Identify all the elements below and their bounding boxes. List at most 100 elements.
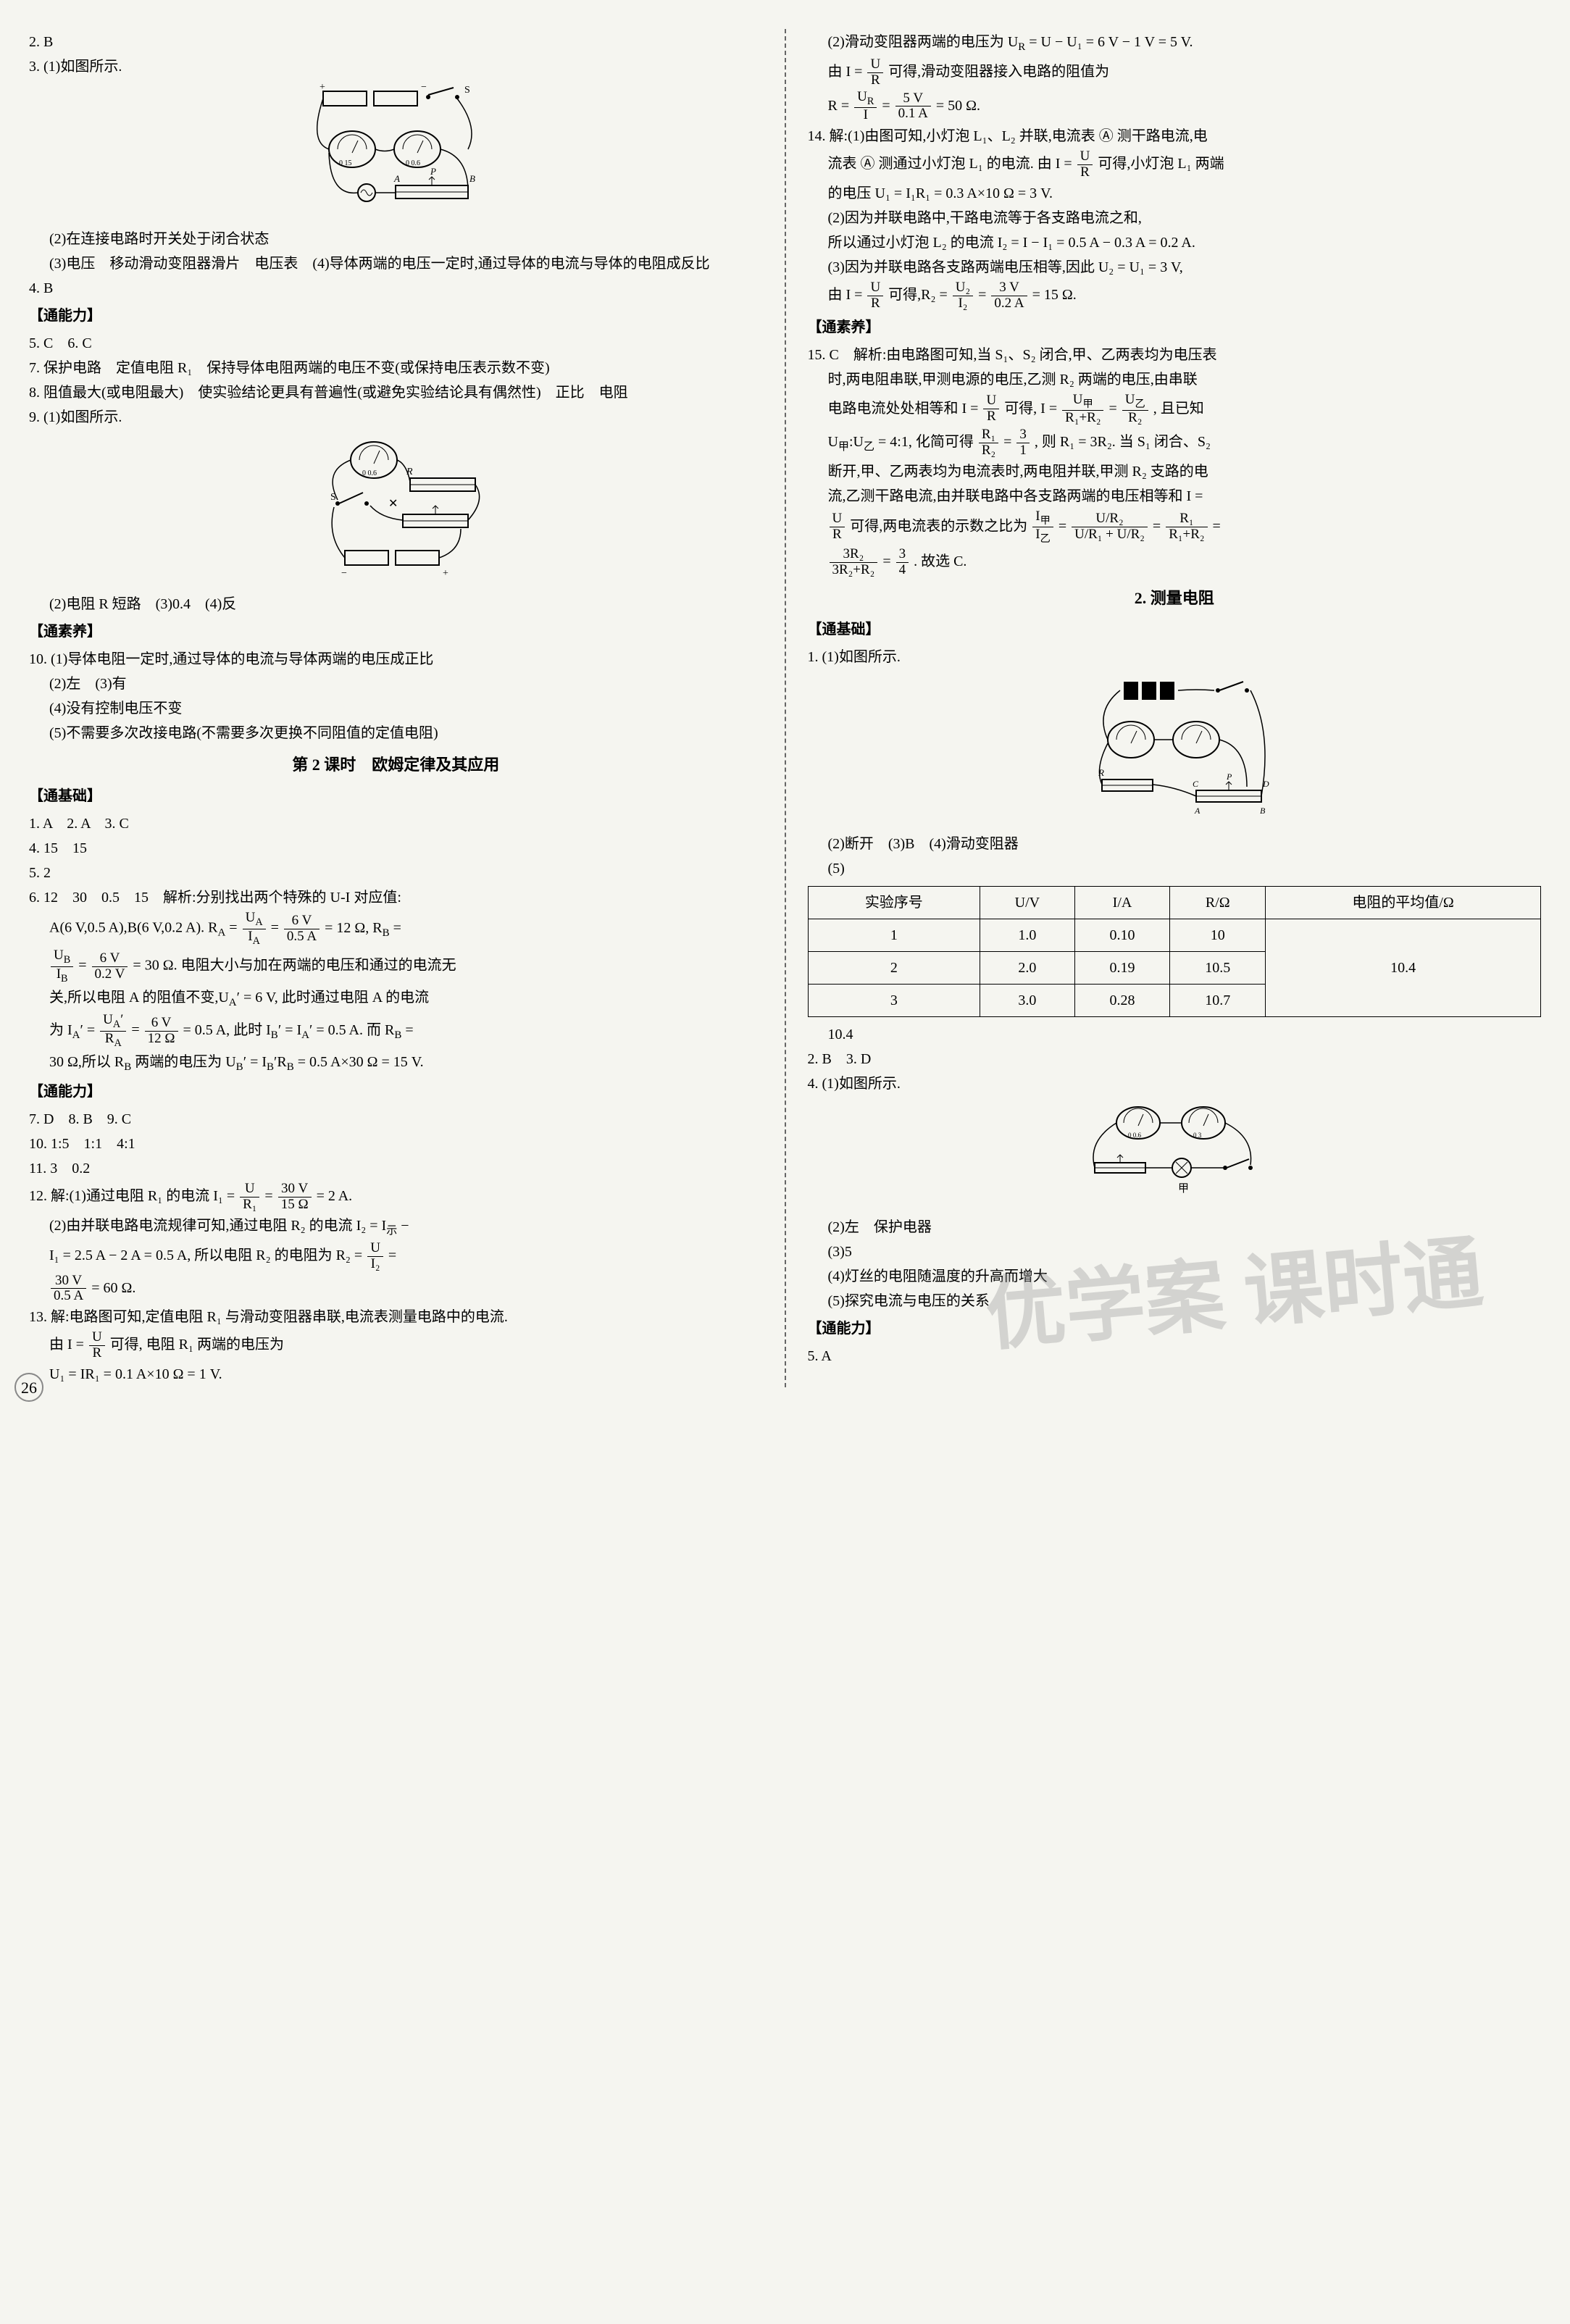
section-basic-2: 【通基础】: [808, 618, 1542, 641]
b-answer-12-3: I₁ = 2.5 A − 2 A = 0.5 A, 所以电阻 R₂ 的电阻为 R…: [29, 1241, 763, 1272]
svg-text:甲: 甲: [1178, 1183, 1189, 1195]
b-answer-1-3: 1. A 2. A 3. C: [29, 812, 763, 835]
m-answer-1-1: 1. (1)如图所示.: [808, 645, 1542, 669]
b-answer-11: 11. 3 0.2: [29, 1157, 763, 1180]
answer-3-3: (3)电压 移动滑动变阻器滑片 电压表 (4)导体两端的电压一定时,通过导体的电…: [29, 252, 763, 275]
r15-5: 断开,甲、乙两表均为电流表时,两电阻并联,甲测 R₂ 支路的电: [808, 460, 1542, 483]
answer-10-4: (4)没有控制电压不变: [29, 697, 763, 720]
answer-3-1: 3. (1)如图所示.: [29, 55, 763, 78]
left-column: 2. B 3. (1)如图所示. S + − 0 15 0 0.6: [29, 29, 763, 1387]
svg-text:A: A: [393, 173, 400, 184]
svg-text:P: P: [430, 166, 436, 177]
th-4: 电阻的平均值/Ω: [1266, 886, 1541, 919]
th-3: R/Ω: [1170, 886, 1266, 919]
b-answer-6-l4: 为 IA′ = UA′RA = 6 V12 Ω = 0.5 A, 此时 IB′ …: [29, 1013, 763, 1049]
page-number: 26: [14, 1373, 43, 1402]
page-layout: 2. B 3. (1)如图所示. S + − 0 15 0 0.6: [29, 29, 1541, 1387]
r14-1b: 流表 Ⓐ 测通过小灯泡 L₁ 的电流. 由 I = UR 可得,小灯泡 L₁ 两…: [808, 149, 1542, 180]
section-literacy-2: 【通素养】: [808, 316, 1542, 339]
th-2: I/A: [1074, 886, 1170, 919]
answer-4: 4. B: [29, 277, 763, 300]
th-1: U/V: [980, 886, 1074, 919]
m-answer-4-1: 4. (1)如图所示.: [808, 1072, 1542, 1095]
r14-1a: 14. 解:(1)由图可知,小灯泡 L₁、L₂ 并联,电流表 Ⓐ 测干路电流,电: [808, 125, 1542, 148]
th-0: 实验序号: [808, 886, 980, 919]
b-answer-13-3: U₁ = IR₁ = 0.1 A×10 Ω = 1 V.: [29, 1363, 763, 1386]
r15-6: 流,乙测干路电流,由并联电路中各支路两端的电压相等和 I =: [808, 485, 1542, 508]
lesson-2-title: 第 2 课时 欧姆定律及其应用: [29, 752, 763, 777]
circuit-figure-3: R C P D A B: [808, 674, 1542, 827]
svg-text:S: S: [464, 85, 470, 96]
b-answer-13-1: 13. 解:电路图可知,定值电阻 R₁ 与滑动变阻器串联,电流表测量电路中的电流…: [29, 1305, 763, 1329]
svg-text:−: −: [421, 84, 427, 93]
circuit-figure-1: S + − 0 15 0 0.6 A P B: [29, 84, 763, 222]
svg-text:0 3: 0 3: [1193, 1132, 1202, 1139]
m-answer-1-6: 10.4: [808, 1023, 1542, 1046]
b-answer-5: 5. 2: [29, 861, 763, 885]
answer-3-2: (2)在连接电路时开关处于闭合状态: [29, 227, 763, 251]
column-divider: [785, 29, 786, 1387]
svg-text:0 0.6: 0 0.6: [1128, 1132, 1142, 1139]
r15-1: 15. C 解析:由电路图可知,当 S₁、S₂ 闭合,甲、乙两表均为电压表: [808, 343, 1542, 367]
r15-7: UR 可得,两电流表的示数之比为 I甲I乙 = U/R₂U/R₁ + U/R₂ …: [808, 509, 1542, 546]
answer-5-6: 5. C 6. C: [29, 332, 763, 355]
avg-cell: 10.4: [1266, 919, 1541, 1016]
b-answer-6-l2: UBIB = 6 V0.2 V = 30 Ω. 电阻大小与加在两端的电压和通过的…: [29, 948, 763, 985]
svg-text:B: B: [1260, 806, 1266, 816]
answer-10-5: (5)不需要多次改接电路(不需要多次更换不同阻值的定值电阻): [29, 722, 763, 745]
r15-3: 电路电流处处相等和 I = UR 可得, I = U甲R₁+R₂ = U乙R₂ …: [808, 393, 1542, 426]
r14-4: 所以通过小灯泡 L₂ 的电流 I₂ = I − I₁ = 0.5 A − 0.3…: [808, 231, 1542, 254]
data-table: 实验序号 U/V I/A R/Ω 电阻的平均值/Ω 1 1.0 0.10 10 …: [808, 886, 1542, 1017]
r15-8: 3R₂3R₂+R₂ = 34 . 故选 C.: [808, 547, 1542, 578]
b-answer-12-1: 12. 解:(1)通过电阻 R₁ 的电流 I₁ = UR₁ = 30 V15 Ω…: [29, 1182, 763, 1213]
answer-7: 7. 保护电路 定值电阻 R₁ 保持导体电阻两端的电压不变(或保持电压表示数不变…: [29, 356, 763, 380]
section-2-title: 2. 测量电阻: [808, 585, 1542, 611]
m-answer-4-4: (4)灯丝的电阻随温度的升高而增大: [808, 1265, 1542, 1288]
answer-2: 2. B: [29, 30, 763, 54]
r15-4: U甲:U乙 = 4:1, 化简可得 R₁R₂ = 31 , 则 R₁ = 3R₂…: [808, 427, 1542, 459]
b-answer-12-4: 30 V0.5 A = 60 Ω.: [29, 1274, 763, 1305]
circuit-figure-2: 0 0.6 R S − +: [29, 435, 763, 587]
r14-2: 的电压 U₁ = I₁R₁ = 0.3 A×10 Ω = 3 V.: [808, 182, 1542, 205]
b-answer-13-2: 由 I = UR 可得, 电阻 R₁ 两端的电压为: [29, 1330, 763, 1361]
m-answer-1-2: (2)断开 (3)B (4)滑动变阻器: [808, 832, 1542, 856]
right-column: (2)滑动变阻器两端的电压为 UR = U − U₁ = 6 V − 1 V =…: [808, 29, 1542, 1387]
m-answer-4-2: (2)左 保护电器: [808, 1216, 1542, 1239]
m-answer-2-3: 2. B 3. D: [808, 1048, 1542, 1071]
answer-10-1: 10. (1)导体电阻一定时,通过导体的电流与导体两端的电压成正比: [29, 648, 763, 671]
section-ability-1: 【通能力】: [29, 304, 763, 327]
svg-text:−: −: [341, 568, 347, 579]
b-answer-6-l5: 30 Ω,所以 RB 两端的电压为 UB′ = IB′RB = 0.5 A×30…: [29, 1050, 763, 1076]
svg-text:0 0.6: 0 0.6: [362, 469, 377, 477]
m-answer-4-5: (5)探究电流与电压的关系: [808, 1290, 1542, 1313]
m-answer-1-5: (5): [808, 857, 1542, 880]
svg-text:✕: ✕: [388, 498, 398, 510]
r14-6: 由 I = UR 可得,R₂ = U₂I₂ = 3 V0.2 A = 15 Ω.: [808, 280, 1542, 312]
answer-9-2: (2)电阻 R 短路 (3)0.4 (4)反: [29, 593, 763, 616]
b-answer-4: 4. 15 15: [29, 837, 763, 860]
b-answer-6-l3: 关,所以电阻 A 的阻值不变,UA′ = 6 V, 此时通过电阻 A 的电流: [29, 986, 763, 1011]
r13-3: 由 I = UR 可得,滑动变阻器接入电路的阻值为: [808, 57, 1542, 88]
b-answer-12-2: (2)由并联电路电流规律可知,通过电阻 R₂ 的电流 I₂ = I示 −: [29, 1214, 763, 1240]
table-row: 1 1.0 0.10 10 10.4: [808, 919, 1541, 951]
section-basic-1: 【通基础】: [29, 785, 763, 808]
answer-8: 8. 阻值最大(或电阻最大) 使实验结论更具有普遍性(或避免实验结论具有偶然性)…: [29, 381, 763, 404]
b-answer-10: 10. 1:5 1:1 4:1: [29, 1132, 763, 1155]
b-answer-6-head: 6. 12 30 0.5 15 解析:分别找出两个特殊的 U-I 对应值:: [29, 886, 763, 909]
b-answer-7-9: 7. D 8. B 9. C: [29, 1108, 763, 1131]
r14-3: (2)因为并联电路中,干路电流等于各支路电流之和,: [808, 206, 1542, 230]
svg-text:R: R: [1098, 767, 1104, 778]
r14-5: (3)因为并联电路各支路两端电压相等,因此 U₂ = U₁ = 3 V,: [808, 256, 1542, 279]
b-answer-6-l1: A(6 V,0.5 A),B(6 V,0.2 A). RA = UAIA = 6…: [29, 911, 763, 947]
svg-text:+: +: [443, 568, 448, 579]
svg-text:A: A: [1194, 806, 1201, 816]
r13-2: (2)滑动变阻器两端的电压为 UR = U − U₁ = 6 V − 1 V =…: [808, 30, 1542, 56]
m-answer-4-3: (3)5: [808, 1240, 1542, 1263]
m-answer-5: 5. A: [808, 1345, 1542, 1368]
svg-text:C: C: [1193, 779, 1199, 789]
svg-text:0 0.6: 0 0.6: [406, 159, 420, 167]
svg-text:P: P: [1226, 772, 1232, 782]
circuit-figure-4: 0 0.6 0 3 甲: [808, 1101, 1542, 1210]
svg-text:0 15: 0 15: [339, 159, 352, 167]
answer-10-2: (2)左 (3)有: [29, 672, 763, 695]
